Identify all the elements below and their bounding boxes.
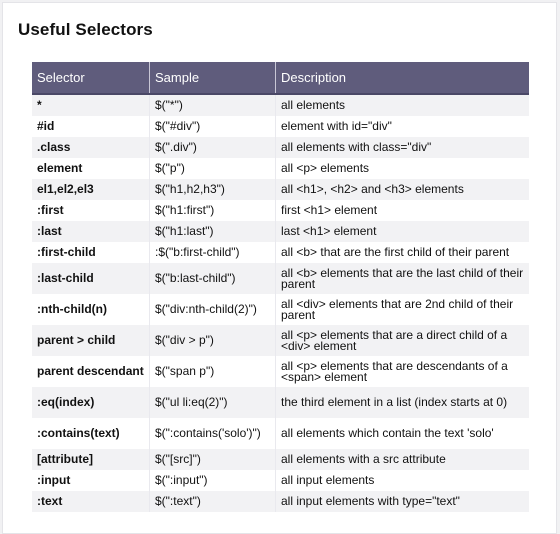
sample-cell: $("p") [149,158,276,179]
description-cell: all <b> elements that are the last child… [275,263,529,294]
table-row: .class $(".div") all elements with class… [32,137,529,158]
description-cell: first <h1> element [275,200,529,221]
header-separator [32,93,529,95]
table-row: :first-child :$("b:first-child") all <b>… [32,242,529,263]
table-row: :input $(":input") all input elements [32,470,529,491]
sample-cell: $("[src]") [149,449,276,470]
description-cell: all input elements with type="text" [275,491,529,512]
selector-cell: :input [32,470,150,491]
sample-cell: $(".div") [149,137,276,158]
description-cell: all elements [275,95,529,116]
table-row: :nth-child(n) $("div:nth-child(2)") all … [32,294,529,325]
description-cell: element with id="div" [275,116,529,137]
selector-cell: :last [32,221,150,242]
selector-cell: [attribute] [32,449,150,470]
selector-cell: :text [32,491,150,512]
table-row: :last $("h1:last") last <h1> element [32,221,529,242]
sample-cell: $("b:last-child") [149,263,276,294]
selector-cell: parent descendant [32,356,150,387]
page-title: Useful Selectors [18,20,153,39]
description-cell: all elements with class="div" [275,137,529,158]
column-header-description: Description [275,62,529,93]
sample-cell: $(":input") [149,470,276,491]
sample-cell: $(":text") [149,491,276,512]
table-row: parent descendant $("span p") all <p> el… [32,356,529,387]
description-cell: all elements which contain the text 'sol… [275,418,529,449]
description-cell: all <h1>, <h2> and <h3> elements [275,179,529,200]
description-cell: last <h1> element [275,221,529,242]
selector-cell: element [32,158,150,179]
description-cell: all <p> elements [275,158,529,179]
table-row: :last-child $("b:last-child") all <b> el… [32,263,529,294]
description-cell: all <b> that are the first child of thei… [275,242,529,263]
sample-cell: $("#div") [149,116,276,137]
table-row: [attribute] $("[src]") all elements with… [32,449,529,470]
description-cell: all <div> elements that are 2nd child of… [275,294,529,325]
table-row: el1,el2,el3 $("h1,h2,h3") all <h1>, <h2>… [32,179,529,200]
table-row: parent > child $("div > p") all <p> elem… [32,325,529,356]
selector-cell: :nth-child(n) [32,294,150,325]
column-header-sample: Sample [149,62,276,93]
description-cell: the third element in a list (index start… [275,387,529,418]
description-cell: all <p> elements that are a direct child… [275,325,529,356]
sample-cell: $("ul li:eq(2)") [149,387,276,418]
sample-cell: $("h1:last") [149,221,276,242]
sample-cell: $("div:nth-child(2)") [149,294,276,325]
selector-cell: :eq(index) [32,387,150,418]
selector-cell: * [32,95,150,116]
selector-cell: :last-child [32,263,150,294]
table-row: #id $("#div") element with id="div" [32,116,529,137]
sample-cell: :$("b:first-child") [149,242,276,263]
selectors-table: Selector Sample Description * $("*") all… [32,62,529,512]
description-cell: all <p> elements that are descendants of… [275,356,529,387]
sample-cell: $("span p") [149,356,276,387]
selector-cell: .class [32,137,150,158]
description-cell: all elements with a src attribute [275,449,529,470]
sample-cell: $(":contains('solo')") [149,418,276,449]
selector-cell: :first [32,200,150,221]
table-row: :contains(text) $(":contains('solo')") a… [32,418,529,449]
column-header-selector: Selector [32,62,150,93]
sample-cell: $("div > p") [149,325,276,356]
selector-cell: parent > child [32,325,150,356]
sample-cell: $("h1:first") [149,200,276,221]
description-cell: all input elements [275,470,529,491]
selector-cell: :first-child [32,242,150,263]
selector-cell: :contains(text) [32,418,150,449]
selector-cell: #id [32,116,150,137]
table-row: * $("*") all elements [32,95,529,116]
table-row: :first $("h1:first") first <h1> element [32,200,529,221]
sample-cell: $("*") [149,95,276,116]
sample-cell: $("h1,h2,h3") [149,179,276,200]
table-header-row: Selector Sample Description [32,62,529,93]
table-row: :eq(index) $("ul li:eq(2)") the third el… [32,387,529,418]
table-row: :text $(":text") all input elements with… [32,491,529,512]
selector-cell: el1,el2,el3 [32,179,150,200]
table-row: element $("p") all <p> elements [32,158,529,179]
